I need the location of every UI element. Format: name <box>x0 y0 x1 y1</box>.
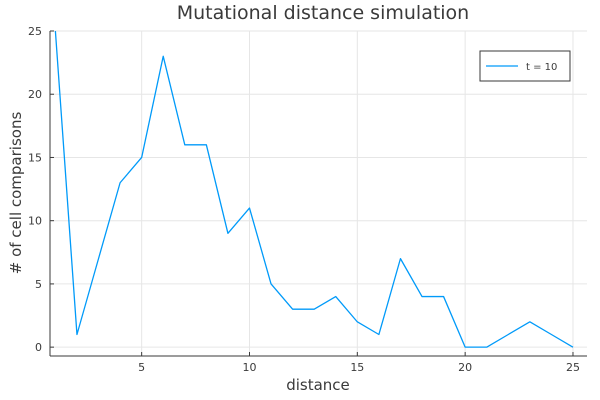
legend: t = 10 <box>479 50 571 82</box>
chart-title: Mutational distance simulation <box>177 2 469 24</box>
y-ticks: 0 5 10 15 20 25 <box>28 25 54 354</box>
y-tick-label-15: 15 <box>28 151 42 164</box>
y-axis-label: # of cell comparisons <box>7 112 25 275</box>
x-axis-label: distance <box>286 376 350 394</box>
y-tick-label-10: 10 <box>28 215 42 228</box>
x-tick-label-5: 5 <box>138 361 145 374</box>
y-tick-label-25: 25 <box>28 25 42 38</box>
y-tick-label-5: 5 <box>35 278 42 291</box>
series-layer <box>54 30 574 348</box>
x-tick-label-25: 25 <box>566 361 580 374</box>
axes-frame <box>49 31 587 357</box>
y-tick-label-0: 0 <box>35 341 42 354</box>
x-tick-label-15: 15 <box>350 361 364 374</box>
x-tick-label-20: 20 <box>458 361 472 374</box>
grid <box>50 30 587 356</box>
x-tick-label-10: 10 <box>242 361 256 374</box>
legend-label-t10: t = 10 <box>526 62 557 73</box>
y-tick-label-20: 20 <box>28 88 42 101</box>
x-ticks: 5 10 15 20 25 <box>138 352 580 374</box>
series-line-0 <box>54 30 574 348</box>
